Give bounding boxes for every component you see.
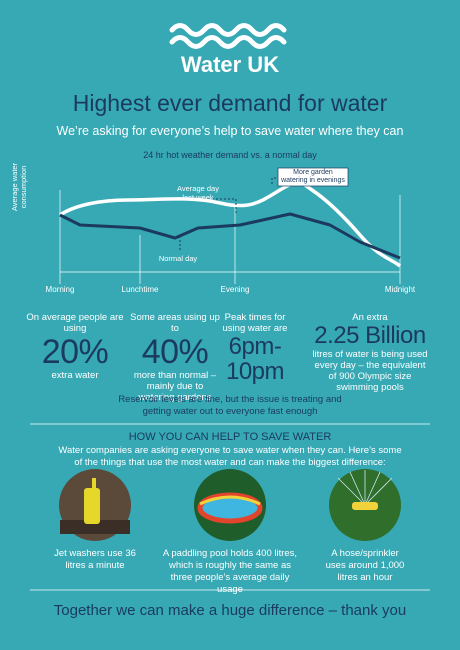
stat-lead: Peak times for using water are — [222, 312, 288, 334]
normal-day-line — [59, 212, 401, 260]
tip-caption: Jet washers use 36 litres a minute — [54, 548, 136, 571]
last-week-line — [59, 180, 402, 268]
help-intro: Water companies are asking everyone to s… — [58, 445, 402, 468]
stat-figure: 6pm-10pm — [225, 333, 285, 385]
sprinkler-icon — [329, 469, 401, 541]
tip-caption: A hose/sprinkler uses around 1,000 litre… — [325, 548, 405, 583]
x-label: Midnight — [384, 285, 416, 294]
stat-lead: An extra — [352, 312, 388, 323]
stat-detail: more than normal – mainly due to waterin… — [133, 370, 217, 403]
stat-detail: litres of water is being used every day … — [312, 349, 428, 393]
paddling-pool-icon — [194, 469, 266, 541]
subtitle: We’re asking for everyone’s help to save… — [56, 124, 404, 138]
annotation: Normal day — [158, 254, 198, 263]
y-axis-label: Average water consumption — [10, 162, 28, 212]
chart-frame — [59, 190, 401, 284]
title: Highest ever demand for water — [72, 90, 388, 116]
stat-figure: 2.25 Billion — [314, 322, 426, 349]
stat: Some areas using up to 40% more than nor… — [125, 312, 225, 403]
tip-caption: A paddling pool holds 400 litres, which … — [162, 548, 298, 595]
logo-waves — [169, 23, 287, 49]
x-label: Morning — [45, 285, 75, 294]
chart-title: 24 hr hot weather demand vs. a normal da… — [143, 150, 317, 160]
stat: Peak times for using water are 6pm-10pm — [212, 312, 298, 384]
note: Reservoir levels are fine, but the issue… — [118, 394, 342, 417]
logo-text: Water UK — [180, 52, 280, 77]
stat: On average people are using 20% extra wa… — [25, 312, 125, 381]
stat-detail: extra water — [51, 370, 99, 381]
jet-washer-icon — [59, 469, 131, 541]
x-label: Evening — [220, 285, 250, 294]
stat-lead: On average people are using — [26, 312, 124, 334]
stat-lead: Some areas using up to — [130, 312, 220, 334]
annotation: More garden watering in evenings — [281, 169, 345, 184]
stat: An extra 2.25 Billion litres of water is… — [300, 312, 440, 393]
x-label: Lunchtime — [121, 285, 159, 294]
stat-figure: 40% — [141, 333, 209, 371]
footer: Together we can make a huge difference –… — [53, 602, 407, 619]
annotation-leaders — [179, 177, 278, 252]
stat-figure: 20% — [41, 333, 109, 371]
annotation: Average day last week — [177, 184, 219, 202]
help-heading: HOW YOU CAN HELP TO SAVE WATER — [128, 431, 332, 443]
annotation-box — [277, 167, 349, 187]
